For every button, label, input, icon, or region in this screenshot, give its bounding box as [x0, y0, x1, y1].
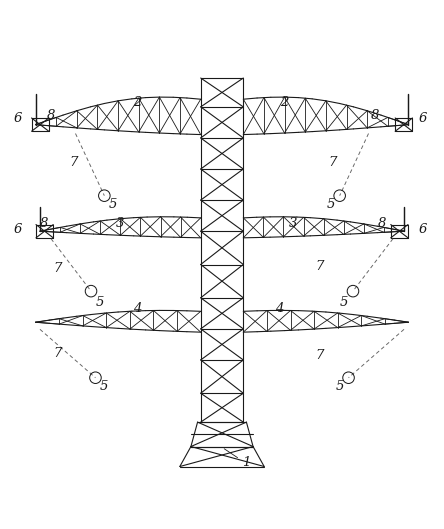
Text: 6: 6 [13, 223, 22, 236]
Text: 6: 6 [419, 112, 427, 125]
Text: 7: 7 [54, 347, 62, 360]
Text: 3: 3 [289, 217, 297, 230]
Text: 5: 5 [100, 380, 108, 393]
Text: 2: 2 [134, 96, 142, 109]
Text: 7: 7 [69, 156, 77, 169]
Text: 5: 5 [327, 198, 335, 211]
Text: 2: 2 [280, 96, 288, 109]
Text: 8: 8 [47, 109, 55, 122]
Text: 7: 7 [329, 156, 337, 169]
Text: 4: 4 [276, 303, 284, 315]
Text: 7: 7 [54, 262, 62, 276]
Text: 6: 6 [419, 223, 427, 236]
Text: 5: 5 [96, 296, 104, 309]
Text: 8: 8 [371, 109, 379, 122]
Text: 7: 7 [316, 349, 324, 362]
Text: 7: 7 [316, 260, 324, 273]
Text: 6: 6 [13, 112, 22, 125]
Text: 3: 3 [116, 217, 124, 230]
Text: 1: 1 [242, 455, 250, 469]
Text: 4: 4 [134, 303, 142, 315]
Text: 5: 5 [109, 198, 117, 211]
Text: 8: 8 [40, 217, 48, 230]
Text: 5: 5 [340, 296, 348, 309]
Text: 5: 5 [336, 380, 344, 393]
Text: 8: 8 [378, 217, 386, 230]
